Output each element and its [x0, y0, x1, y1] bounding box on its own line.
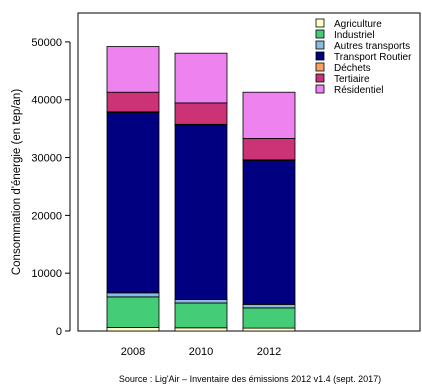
- legend-swatch: [315, 73, 325, 83]
- legend-label: Agriculture: [334, 19, 382, 30]
- x-tick-label: 2010: [189, 346, 213, 358]
- legend-swatch: [315, 62, 325, 72]
- legend-label: Transport Routier: [334, 52, 412, 63]
- x-tick-label: 2012: [257, 346, 281, 358]
- bar-segment-2010-autres-transports: [174, 299, 228, 304]
- bar-segment-2010-transport-routier: [174, 124, 228, 300]
- x-tick-label: 2008: [121, 346, 145, 358]
- bar-segment-2012-transport-routier: [242, 160, 296, 305]
- y-tick-label: 50000: [31, 37, 62, 49]
- legend-swatch: [315, 51, 325, 61]
- legend-swatch: [315, 29, 325, 39]
- legend-label: Résidentiel: [334, 85, 383, 96]
- bar-segment-2012-agriculture: [242, 327, 296, 332]
- bar-segment-2012-industriel: [242, 307, 296, 329]
- bar-segment-2008-agriculture: [106, 327, 160, 332]
- legend-label: Industriel: [334, 30, 375, 41]
- bar-segment-2010-industriel: [174, 302, 228, 329]
- legend-label: Déchets: [334, 63, 371, 74]
- bar-segment-2008-autres-transports: [106, 292, 160, 298]
- bar-segment-2008-transport-routier: [106, 112, 160, 294]
- legend-swatch: [315, 40, 325, 50]
- y-tick-label: 20000: [31, 210, 62, 222]
- bar-segment-2010-agriculture: [174, 327, 228, 332]
- y-tick-label: 10000: [31, 268, 62, 280]
- bars-layer: [106, 46, 296, 332]
- y-axis: 0 10000 20000 30000 40000 50000: [31, 37, 71, 338]
- source-caption: Source : Lig'Air – Inventaire des émissi…: [119, 374, 381, 384]
- bar-segment-2008-industriel: [106, 296, 160, 328]
- y-tick-label: 30000: [31, 153, 62, 165]
- legend-swatch: [315, 18, 325, 28]
- bar-segment-2012-autres-transports: [242, 304, 296, 309]
- bar-segment-2008-tertiaire: [106, 91, 160, 113]
- bar-segment-2008-r-sidentiel: [106, 46, 160, 93]
- y-tick-label: 40000: [31, 95, 62, 107]
- x-axis: 2008 2010 2012: [121, 346, 281, 358]
- bar-segment-2012-r-sidentiel: [242, 91, 296, 139]
- bar-segment-2010-r-sidentiel: [174, 52, 228, 104]
- bar-segment-2012-tertiaire: [242, 138, 296, 161]
- y-tick-label: 0: [56, 326, 62, 338]
- legend-label: Tertiaire: [334, 74, 370, 85]
- legend-swatch: [315, 84, 325, 94]
- bar-segment-2010-tertiaire: [174, 102, 228, 125]
- legend-label: Autres transports: [334, 41, 410, 52]
- y-axis-title: Consommation d'énergie (en tep/an): [11, 89, 23, 275]
